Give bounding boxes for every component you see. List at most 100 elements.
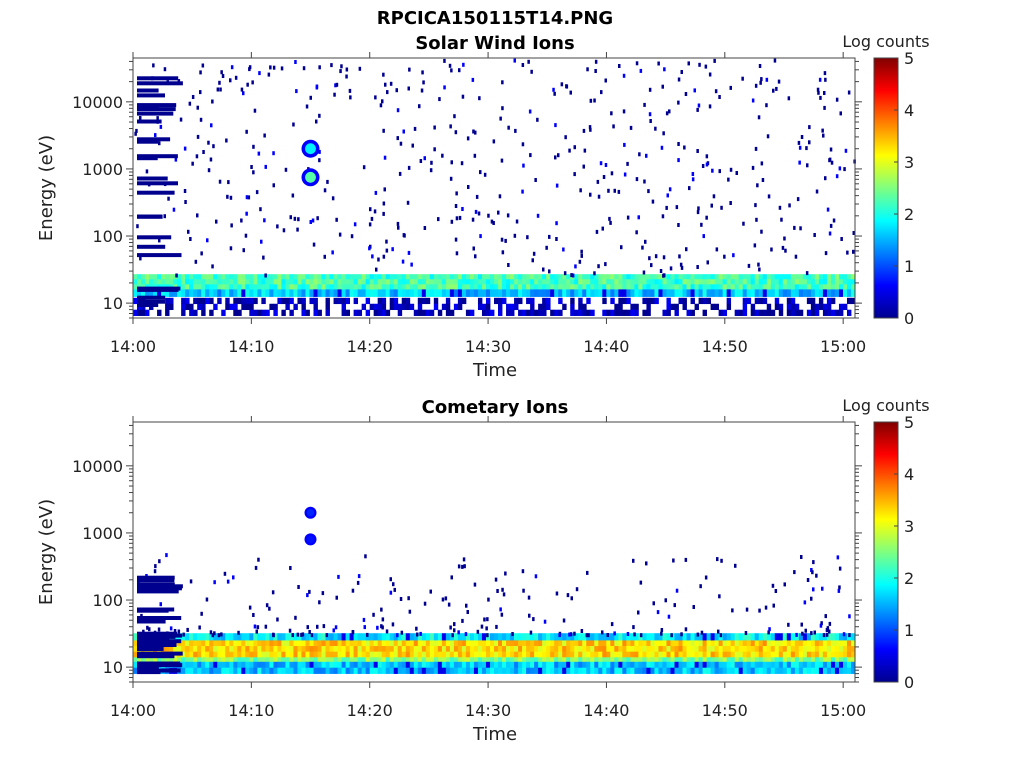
heatmap-cell — [177, 79, 181, 84]
heatmap-cell — [317, 657, 322, 663]
heatmap-cell — [401, 661, 407, 669]
heatmap-cell — [696, 210, 700, 215]
heatmap-cell — [782, 651, 788, 658]
heatmap-cell — [700, 222, 703, 227]
heatmap-cell — [293, 303, 298, 311]
heatmap-cell — [453, 284, 459, 290]
heatmap-cell — [173, 646, 178, 652]
heatmap-cell — [734, 640, 740, 647]
heatmap-cell — [193, 297, 198, 305]
heatmap-cell — [530, 646, 535, 652]
heatmap-cell — [598, 651, 603, 658]
heatmap-cell — [630, 274, 635, 280]
heatmap-cell — [662, 131, 665, 136]
y-axis-label: Energy (eV) — [36, 135, 57, 241]
heatmap-cell — [502, 651, 507, 658]
heatmap-cell — [632, 625, 635, 630]
heatmap-cell — [453, 628, 456, 633]
heatmap-cell — [826, 274, 832, 280]
heatmap-cell — [842, 289, 848, 297]
heatmap-cell — [764, 605, 768, 610]
heatmap-cell — [829, 223, 833, 228]
heatmap-cell — [574, 264, 577, 269]
heatmap-cell — [200, 251, 203, 256]
heatmap-cell — [722, 657, 728, 663]
heatmap-cell — [774, 303, 780, 311]
heatmap-cell — [734, 657, 740, 663]
heatmap-cell — [578, 284, 583, 290]
heatmap-cell — [522, 657, 527, 663]
heatmap-cell — [770, 279, 776, 285]
heatmap-cell — [309, 289, 314, 297]
heatmap-cell — [846, 651, 852, 658]
heatmap-cell — [357, 667, 363, 674]
heatmap-cell — [650, 640, 655, 647]
heatmap-cell — [847, 90, 851, 95]
heatmap-cell — [485, 640, 491, 647]
heatmap-cell — [361, 633, 367, 641]
heatmap-cell — [521, 63, 525, 67]
heatmap-cell — [660, 145, 664, 150]
heatmap-cell — [207, 140, 210, 145]
heatmap-cell — [391, 247, 394, 252]
heatmap-cell — [830, 661, 836, 669]
heatmap-cell — [485, 297, 491, 305]
heatmap-cell — [419, 159, 423, 163]
heatmap-cell — [618, 64, 621, 68]
heatmap-cell — [758, 651, 764, 658]
heatmap-cell — [575, 587, 579, 592]
heatmap-cell — [423, 156, 426, 161]
heatmap-cell — [441, 284, 447, 290]
heatmap-cell — [381, 667, 387, 674]
heatmap-cell — [790, 289, 796, 297]
heatmap-cell — [677, 77, 681, 82]
heatmap-cell — [221, 74, 225, 78]
heatmap-cell — [277, 667, 282, 674]
heatmap-cell — [469, 646, 475, 652]
heatmap-cell — [401, 667, 407, 674]
heatmap-cell — [582, 661, 587, 669]
heatmap-cell — [794, 651, 800, 658]
heatmap-cell — [726, 297, 732, 305]
heatmap-cell — [554, 640, 559, 647]
heatmap-cell — [413, 274, 419, 280]
heatmap-cell — [356, 580, 360, 585]
heatmap-cell — [421, 70, 424, 75]
heatmap-cell — [622, 646, 627, 652]
heatmap-cell — [429, 309, 435, 316]
heatmap-cell — [564, 135, 567, 140]
heatmap-cell — [806, 633, 812, 641]
heatmap-cell — [196, 134, 200, 139]
heatmap-cell — [502, 289, 507, 297]
heatmap-cell — [810, 568, 813, 572]
heatmap-cell — [345, 657, 350, 663]
heatmap-cell — [590, 279, 595, 285]
heatmap-cell — [642, 309, 647, 316]
heatmap-cell — [389, 646, 395, 652]
heatmap-cell — [377, 303, 383, 311]
heatmap-cell — [726, 303, 732, 311]
heatmap-cell — [770, 247, 773, 252]
heatmap-cell — [610, 657, 615, 663]
heatmap-cell — [425, 646, 431, 652]
heatmap-cell — [389, 279, 395, 285]
heatmap-cell — [481, 646, 487, 652]
heatmap-cell — [409, 646, 415, 652]
heatmap-cell — [558, 640, 563, 647]
heatmap-cell — [846, 274, 852, 280]
heatmap-cell — [815, 573, 818, 578]
heatmap-cell — [425, 279, 431, 285]
heatmap-cell — [662, 651, 667, 658]
heatmap-cell — [660, 631, 663, 636]
heatmap-cell — [674, 303, 679, 311]
heatmap-cell — [377, 284, 383, 290]
heatmap-cell — [401, 284, 407, 290]
heatmap-cell — [738, 657, 744, 663]
heatmap-cell — [802, 289, 808, 297]
heatmap-cell — [325, 646, 330, 652]
heatmap-cell — [546, 661, 551, 669]
heatmap-cell — [646, 640, 651, 647]
heatmap-cell — [457, 564, 461, 569]
heatmap-cell — [225, 303, 230, 311]
heatmap-cell — [357, 657, 363, 663]
